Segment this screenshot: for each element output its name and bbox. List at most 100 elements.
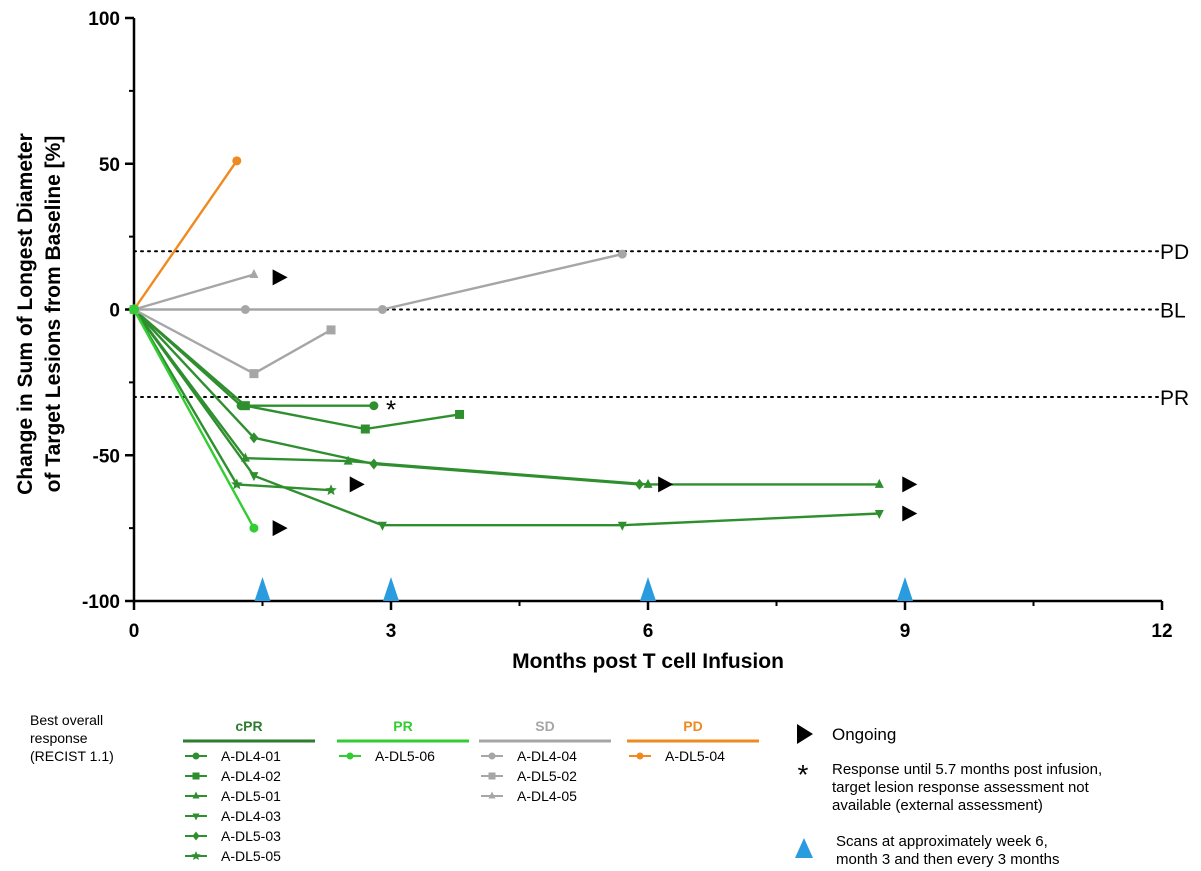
legend-swatch-marker: [192, 813, 200, 821]
data-point-a-dl5-03: [634, 478, 644, 490]
data-point-a-dl4-03: [377, 521, 387, 531]
data-point-a-dl5-06: [249, 523, 259, 533]
y-axis-title-line1: Change in Sum of Longest Diameter: [14, 133, 37, 495]
data-point-a-dl4-03: [617, 521, 627, 531]
scan-marker: [383, 577, 399, 601]
ongoing-marker: [902, 476, 918, 493]
x-tick-label: 3: [386, 621, 397, 642]
legend-title-line1: Best overall: [30, 712, 103, 728]
reference-label-pr: PR: [1160, 387, 1189, 410]
series-line-a-dl4-03: [133, 308, 880, 527]
data-point-a-dl5-04: [232, 156, 242, 166]
x-tick-label: 12: [1151, 621, 1172, 642]
reference-label-bl: BL: [1160, 300, 1186, 323]
legend-item-a-dl4-03: A-DL4-03: [221, 808, 281, 824]
legend-scan-symbol: [795, 838, 813, 858]
legend-swatch-marker: [488, 791, 496, 799]
data-point-a-dl4-02: [455, 409, 465, 419]
legend-item-a-dl4-02: A-DL4-02: [221, 768, 281, 784]
legend-item-a-dl4-01: A-DL4-01: [221, 748, 281, 764]
legend-group-label-pr: PR: [393, 718, 412, 734]
series-line-a-dl5-06: [132, 308, 255, 529]
data-point-a-dl5-03: [369, 458, 379, 470]
legend-swatch-marker: [192, 831, 200, 841]
legend-swatch-marker: [346, 752, 354, 760]
legend-asterisk-line1: Response until 5.7 months post infusion,: [832, 761, 1102, 778]
series-line-a-dl5-03: [133, 308, 640, 486]
y-tick-label: -50: [93, 446, 120, 467]
legend-title-line3: (RECIST 1.1): [30, 748, 114, 764]
plot-area: 100 50 0 -50 -100 0 3 6 9 12 PD BL PR *: [82, 9, 1189, 642]
data-point-a-dl5-01: [874, 478, 884, 488]
legend-item-a-dl5-01: A-DL5-01: [221, 788, 281, 804]
legend-asterisk-line2: target lesion response assessment not: [832, 779, 1090, 796]
x-axis-title: Months post T cell Infusion: [512, 650, 784, 673]
series-line-a-dl4-05: [133, 273, 255, 311]
x-tick-label: 9: [900, 621, 911, 642]
data-point-a-dl4-02: [240, 401, 250, 411]
legend-ongoing-symbol: [797, 724, 813, 744]
data-point-a-dl5-02: [249, 369, 259, 379]
legend-group-label-sd: SD: [535, 718, 554, 734]
series-line-a-dl4-04: [134, 252, 623, 311]
ongoing-marker: [902, 505, 918, 522]
legend-group-label-pd: PD: [683, 718, 702, 734]
data-point-a-dl4-03: [249, 472, 259, 482]
legend-group-label-cpr: cPR: [235, 718, 262, 734]
legend-scans-line1: Scans at approximately week 6,: [836, 833, 1048, 850]
data-point-a-dl4-01: [369, 401, 379, 411]
reference-label-pd: PD: [1160, 241, 1189, 264]
legend-title-line2: response: [30, 730, 88, 746]
y-tick-label: 0: [109, 301, 120, 322]
ongoing-marker: [272, 520, 288, 537]
legend-item-a-dl5-06: A-DL5-06: [375, 748, 435, 764]
data-point-a-dl4-04: [617, 249, 627, 259]
legend: Best overall response (RECIST 1.1) Ongoi…: [30, 712, 1102, 868]
data-point-a-dl4-03: [874, 510, 884, 520]
legend-asterisk-symbol: *: [798, 759, 809, 790]
scan-marker: [897, 577, 913, 601]
scan-marker: [640, 577, 656, 601]
scan-marker: [254, 577, 271, 601]
data-point-a-dl5-03: [249, 432, 259, 444]
legend-scans-line2: month 3 and then every 3 months: [836, 851, 1059, 868]
data-point-a-dl5-01: [643, 478, 653, 488]
legend-item-a-dl5-02: A-DL5-02: [517, 768, 577, 784]
ongoing-marker: [349, 476, 365, 493]
x-tick-label: 6: [643, 621, 654, 642]
asterisk-marker: *: [386, 395, 396, 425]
data-point-a-dl4-04: [377, 305, 387, 314]
legend-swatch-marker: [488, 772, 496, 780]
legend-asterisk-line3: available (external assessment): [832, 797, 1043, 814]
series-line-a-dl4-02: [133, 308, 460, 431]
data-point-a-dl4-05: [249, 269, 259, 279]
data-point-a-dl4-04: [240, 305, 250, 314]
legend-swatch-marker: [192, 752, 200, 760]
legend-swatch-marker: [192, 791, 200, 799]
legend-item-a-dl5-03: A-DL5-03: [221, 828, 281, 844]
data-point-a-dl5-05: [231, 478, 243, 490]
legend-swatch-marker: [191, 851, 201, 861]
y-tick-label: -100: [82, 592, 120, 613]
legend-item-a-dl5-05: A-DL5-05: [221, 848, 281, 864]
ongoing-marker: [272, 269, 288, 286]
x-tick-label: 0: [129, 621, 140, 642]
data-point-a-dl5-01: [343, 455, 353, 465]
legend-swatch-marker: [488, 752, 496, 760]
data-point-a-dl5-05: [325, 484, 337, 496]
legend-item-a-dl4-05: A-DL4-05: [517, 788, 577, 804]
legend-swatch-marker: [636, 752, 644, 760]
data-point-a-dl5-02: [326, 325, 336, 335]
legend-item-a-dl4-04: A-DL4-04: [517, 748, 577, 764]
legend-swatch-marker: [192, 772, 200, 780]
legend-item-a-dl5-04: A-DL5-04: [665, 748, 725, 764]
y-tick-label: 50: [99, 155, 120, 176]
legend-ongoing-label: Ongoing: [832, 725, 896, 744]
y-tick-label: 100: [88, 9, 120, 30]
data-point-a-dl4-02: [360, 424, 370, 434]
ongoing-marker: [658, 476, 674, 493]
y-axis-title-line2: of Target Lesions from Baseline [%]: [42, 136, 65, 493]
origin-point: [129, 304, 139, 315]
series-line-a-dl5-04: [133, 160, 238, 311]
